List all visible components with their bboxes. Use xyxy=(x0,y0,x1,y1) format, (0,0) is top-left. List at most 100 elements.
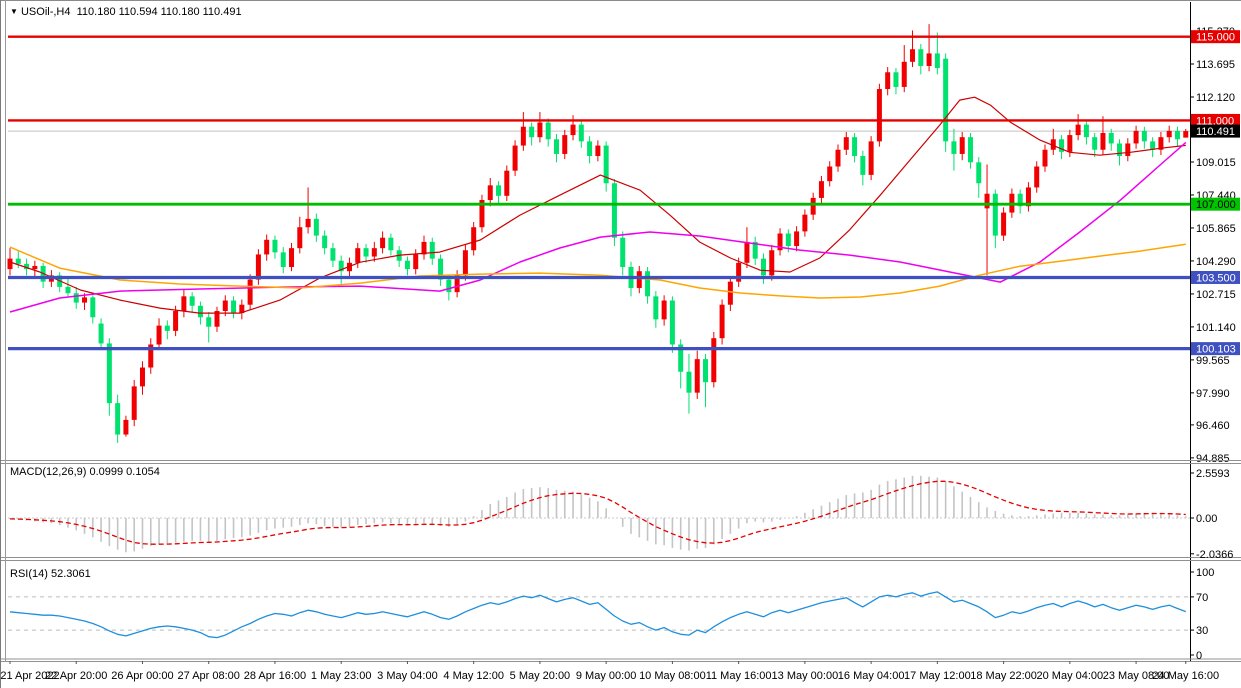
candle xyxy=(98,318,104,349)
candle-body xyxy=(421,241,427,255)
candle-body xyxy=(388,237,394,251)
candle xyxy=(1158,131,1164,155)
candle-body xyxy=(222,300,228,311)
candle xyxy=(471,221,477,256)
candle xyxy=(404,256,410,276)
candle-body xyxy=(777,233,783,251)
candle-body xyxy=(661,300,667,320)
candle-body xyxy=(65,286,71,294)
candle-body xyxy=(413,254,419,270)
candle-body xyxy=(1133,130,1139,144)
candle-body xyxy=(603,145,609,184)
price-axis-label: 96.460 xyxy=(1196,420,1230,432)
badge-label: 107.000 xyxy=(1196,199,1236,211)
symbol-timeframe-label: USOil-,H4 xyxy=(20,6,71,18)
candle-body xyxy=(106,343,112,404)
candle-body xyxy=(686,371,692,393)
candle-body xyxy=(313,218,319,236)
candle xyxy=(106,338,112,416)
candle-body xyxy=(620,237,626,268)
candle-body xyxy=(1174,130,1180,140)
candle xyxy=(1050,128,1056,155)
candle-body xyxy=(562,135,568,154)
candle xyxy=(529,122,535,146)
candle xyxy=(603,141,609,192)
candle xyxy=(512,140,518,176)
candle-body xyxy=(82,297,88,303)
candle xyxy=(885,67,891,96)
candle xyxy=(1141,126,1147,149)
candle xyxy=(355,242,361,269)
candle-body xyxy=(1001,212,1007,236)
candle-body xyxy=(1108,132,1114,144)
candle xyxy=(156,318,162,350)
candle-body xyxy=(529,126,535,138)
candle xyxy=(479,194,485,233)
macd-indicator-label: MACD(12,26,9) 0.0999 0.1054 xyxy=(10,466,160,478)
candle xyxy=(1075,114,1081,141)
candle-body xyxy=(736,262,742,282)
candle-body xyxy=(496,185,502,196)
candle-body xyxy=(197,305,203,318)
candle xyxy=(239,299,245,320)
candle xyxy=(438,254,444,286)
time-axis-label: 16 May 04:00 xyxy=(838,670,905,682)
candle xyxy=(231,296,237,319)
candle-body xyxy=(645,271,651,297)
candle-body xyxy=(959,137,965,154)
price-axis-label: 109.015 xyxy=(1196,157,1236,169)
macd-axis-label: 2.5593 xyxy=(1196,468,1230,480)
candle-body xyxy=(578,124,584,142)
candle xyxy=(943,53,949,152)
candle-body xyxy=(910,49,916,62)
candle-body xyxy=(371,248,377,257)
candle-body xyxy=(446,279,452,293)
candle xyxy=(595,140,601,162)
candle xyxy=(661,295,667,326)
candle xyxy=(645,267,651,304)
candle-body xyxy=(231,300,237,314)
candle-body xyxy=(802,214,808,232)
badge-bg xyxy=(1191,270,1240,284)
candle xyxy=(678,339,684,389)
candle-body xyxy=(1100,132,1106,150)
ma-fast-red-line xyxy=(9,96,1186,314)
candle xyxy=(562,129,568,160)
candle xyxy=(760,253,766,284)
candle-body xyxy=(115,403,121,435)
candle-body xyxy=(438,258,444,280)
candle xyxy=(82,293,88,310)
candle xyxy=(214,306,220,332)
candle-body xyxy=(330,248,336,261)
candle xyxy=(421,235,427,260)
candle-body xyxy=(595,145,601,157)
time-axis-label: 17 May 12:00 xyxy=(904,670,971,682)
candle xyxy=(719,299,725,345)
candle-body xyxy=(255,254,261,280)
candle-body xyxy=(1092,137,1098,150)
panel-left-border xyxy=(5,0,6,662)
candle-body xyxy=(214,310,220,327)
candle xyxy=(835,144,841,172)
candle-body xyxy=(429,241,435,259)
candle-body xyxy=(479,200,485,228)
candle xyxy=(1166,125,1172,143)
candle-body xyxy=(984,193,990,209)
symbol-dropdown-icon[interactable]: ▼ xyxy=(10,7,18,16)
candle xyxy=(727,276,733,311)
candle xyxy=(934,32,940,75)
candle-body xyxy=(727,281,733,305)
time-axis-label: 9 May 00:00 xyxy=(576,670,637,682)
candle xyxy=(297,216,303,254)
candle xyxy=(686,353,692,414)
candle-body xyxy=(272,239,278,253)
candle xyxy=(926,24,932,72)
candle xyxy=(1042,144,1048,172)
candle xyxy=(7,248,13,276)
candle-body xyxy=(471,227,477,251)
price-axis-label: 113.695 xyxy=(1196,59,1235,71)
candle xyxy=(1125,138,1131,162)
ma-slow-orange-line xyxy=(9,243,1186,299)
price-level-badge: 111.000 xyxy=(1191,113,1240,127)
